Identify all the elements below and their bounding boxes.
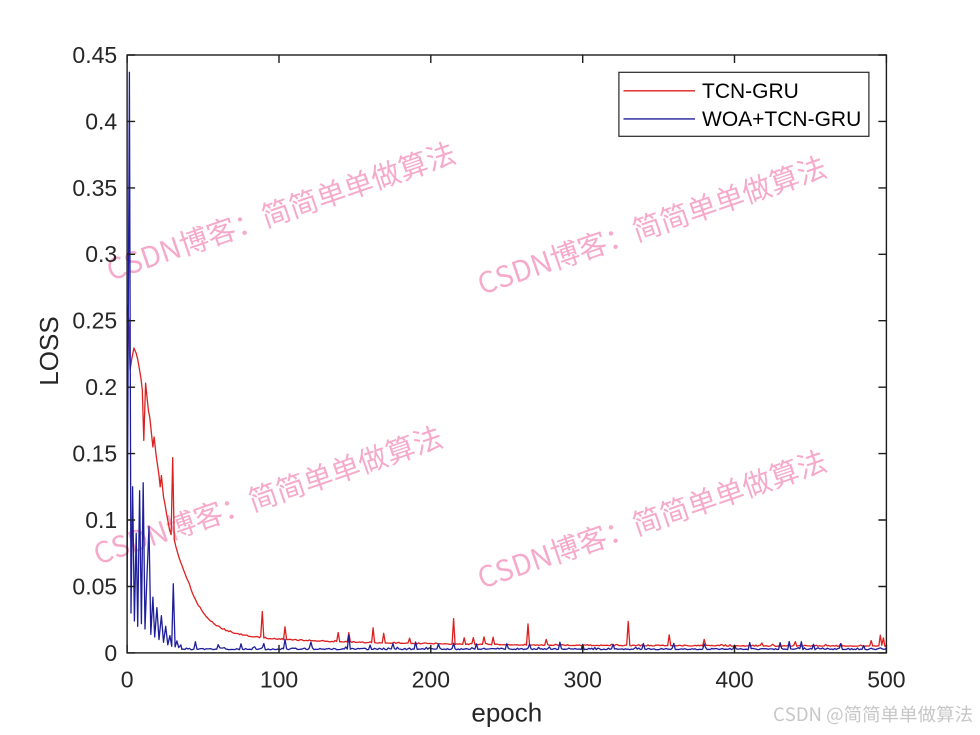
svg-text:0.05: 0.05 xyxy=(72,573,117,599)
svg-text:WOA+TCN-GRU: WOA+TCN-GRU xyxy=(702,108,861,131)
svg-text:0.35: 0.35 xyxy=(72,175,117,201)
svg-text:100: 100 xyxy=(260,667,298,693)
svg-text:TCN-GRU: TCN-GRU xyxy=(702,80,799,103)
svg-text:0.4: 0.4 xyxy=(85,108,117,134)
svg-text:epoch: epoch xyxy=(471,698,542,728)
svg-text:300: 300 xyxy=(564,667,602,693)
svg-text:0.25: 0.25 xyxy=(72,308,117,334)
svg-text:0.2: 0.2 xyxy=(85,374,117,400)
svg-text:0.1: 0.1 xyxy=(85,507,117,533)
svg-text:0.15: 0.15 xyxy=(72,441,117,467)
svg-text:200: 200 xyxy=(412,667,450,693)
svg-text:0.3: 0.3 xyxy=(85,241,117,267)
svg-text:500: 500 xyxy=(867,667,905,693)
svg-text:0: 0 xyxy=(104,640,117,666)
svg-text:0.45: 0.45 xyxy=(72,42,117,68)
svg-text:400: 400 xyxy=(715,667,753,693)
svg-text:0: 0 xyxy=(121,667,134,693)
svg-text:LOSS: LOSS xyxy=(34,316,64,385)
